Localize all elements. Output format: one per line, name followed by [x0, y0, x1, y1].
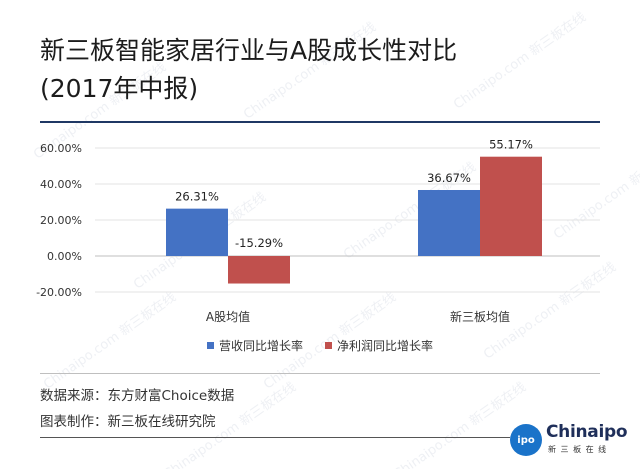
legend-swatch-profit [325, 342, 332, 349]
bar [418, 189, 480, 256]
bar-chart: 60.00% 40.00% 20.00% 0.00% -20.00% 26.31% -15.… [36, 138, 600, 324]
legend-swatch-revenue [206, 342, 214, 349]
chart-legend: 营收同比增长率 净利润同比增长率 [0, 337, 640, 354]
y-tick-label: 60.00% [40, 142, 82, 155]
bar [228, 256, 290, 284]
logo-badge-icon: ipo [510, 424, 542, 456]
chart-title-line-2: (2017年中报) [40, 74, 199, 103]
bar [480, 156, 542, 256]
bottom-divider [40, 437, 510, 438]
y-tick-label: 20.00% [40, 214, 82, 227]
y-tick-label: 40.00% [40, 178, 82, 191]
watermark-text: Chinaipo.com 新三板在线 [391, 379, 529, 469]
legend-label-profit: 净利润同比增长率 [337, 339, 434, 353]
chinaipo-logo: ipo Chinaipo 新 三 板 在 线 [510, 418, 628, 464]
data-label: 55.17% [489, 138, 533, 152]
data-label: 36.67% [427, 171, 471, 185]
logo-wordmark: Chinaipo [546, 422, 628, 442]
chart-title-line-1: 新三板智能家居行业与A股成长性对比 [40, 36, 458, 65]
legend-item-revenue: 营收同比增长率 [206, 337, 303, 354]
footer-divider [40, 373, 600, 374]
chart-maker-note: 图表制作：新三板在线研究院 [40, 414, 216, 430]
title-divider [40, 121, 600, 123]
legend-label-revenue: 营收同比增长率 [218, 339, 303, 353]
x-category-label: A股均值 [206, 309, 250, 324]
logo-subtitle: 新 三 板 在 线 [548, 445, 608, 454]
legend-item-profit: 净利润同比增长率 [325, 337, 433, 354]
y-tick-label: 0.00% [47, 250, 82, 263]
bar [166, 208, 228, 256]
data-label: -15.29% [235, 236, 283, 250]
chart-title: 新三板智能家居行业与A股成长性对比 (2017年中报) [40, 32, 600, 108]
y-tick-label: -20.00% [36, 286, 82, 299]
data-source-note: 数据来源：东方财富Choice数据 [40, 388, 235, 404]
data-label: 26.31% [175, 190, 219, 204]
x-category-label: 新三板均值 [450, 309, 510, 324]
